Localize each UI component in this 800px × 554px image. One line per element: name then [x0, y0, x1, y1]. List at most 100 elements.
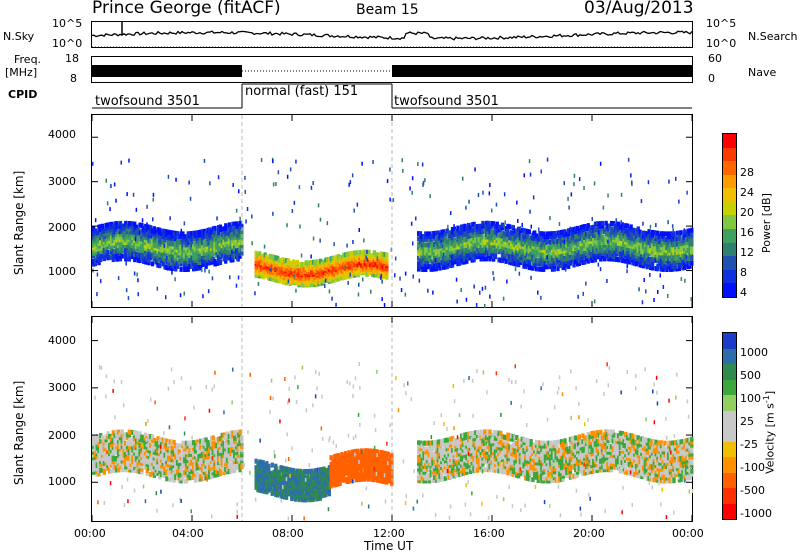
power-cell: [159, 255, 164, 261]
power-cell: [588, 228, 592, 234]
power-cell: [199, 248, 203, 254]
power-cell: [611, 242, 615, 248]
power-cell: [567, 263, 571, 269]
power-noise: [424, 178, 426, 183]
power-cell: [138, 236, 142, 242]
power-cell: [506, 223, 510, 229]
power-cell: [202, 239, 206, 245]
velocity-cell: [204, 475, 208, 481]
power-cell: [200, 259, 205, 265]
power-cell: [140, 228, 144, 234]
power-cell: [133, 249, 137, 254]
velocity-cell: [127, 429, 131, 435]
velocity-cell: [274, 485, 278, 491]
power-cell: [140, 255, 144, 261]
power-cell: [509, 230, 514, 236]
velocity-cell: [108, 457, 112, 462]
power-cell: [563, 262, 567, 267]
power-cell: [531, 232, 535, 238]
power-cell: [450, 262, 455, 268]
power-noise: [583, 186, 585, 190]
power-cell: [179, 266, 183, 272]
power-cell: [520, 246, 524, 252]
power-cell: [552, 231, 556, 236]
power-cell: [508, 224, 512, 230]
power-cell: [192, 263, 196, 269]
power-cell: [276, 255, 280, 261]
power-cell: [524, 239, 528, 245]
power-cell: [149, 238, 153, 244]
power-cell: [683, 262, 687, 268]
power-cell: [100, 229, 105, 235]
power-cell: [575, 225, 580, 231]
power-cell: [100, 240, 105, 246]
velocity-cell: [204, 460, 208, 466]
power-cell: [665, 258, 669, 264]
velocity-cell: [238, 461, 242, 467]
power-cell: [95, 249, 99, 255]
power-cell: [340, 268, 344, 274]
power-cell: [650, 229, 655, 235]
power-cell: [492, 237, 496, 243]
velocity-cell: [277, 473, 281, 479]
power-cell: [686, 264, 690, 270]
velocity-cell: [267, 487, 271, 493]
power-cell: [486, 237, 490, 243]
power-cell: [202, 253, 206, 259]
velocity-cell: [211, 449, 215, 455]
power-cell: [168, 241, 173, 247]
power-noise: [519, 226, 522, 231]
power-noise: [125, 288, 128, 293]
power-cell: [190, 244, 194, 250]
power-cell: [195, 257, 199, 263]
power-cell: [378, 271, 382, 277]
velocity-cell: [170, 445, 174, 451]
power-cell: [281, 257, 285, 263]
power-cell: [95, 255, 99, 261]
power-cell: [422, 253, 426, 259]
power-cell: [156, 227, 160, 233]
power-cell: [134, 238, 139, 244]
velocity-cell: [142, 435, 146, 440]
power-cell: [565, 237, 569, 242]
velocity-cell: [127, 461, 131, 467]
velocity-cell: [115, 429, 119, 435]
power-noise: [110, 255, 112, 260]
power-cell: [470, 241, 474, 247]
power-cell: [472, 235, 476, 241]
power-cell: [672, 242, 676, 248]
power-cell: [504, 248, 508, 253]
power-cell: [111, 224, 115, 230]
power-cell: [209, 248, 214, 254]
power-cell: [351, 250, 355, 256]
velocity-cell: [136, 460, 140, 465]
power-cell: [499, 238, 503, 244]
power-cell: [575, 258, 580, 264]
power-cell: [577, 239, 581, 245]
power-cell: [584, 234, 589, 240]
velocity-cell: [100, 467, 105, 473]
power-cell: [531, 238, 535, 244]
power-cell: [209, 240, 214, 246]
power-cell: [549, 239, 553, 245]
power-cell: [533, 252, 537, 258]
power-cell: [445, 264, 449, 270]
power-cell: [443, 248, 448, 254]
power-cell: [561, 248, 565, 254]
power-cell: [115, 245, 119, 251]
power-cell: [200, 234, 205, 240]
power-noise: [121, 254, 123, 258]
power-cell: [102, 256, 106, 262]
power-noise: [372, 160, 374, 164]
power-cell: [599, 223, 603, 229]
velocity-cell: [117, 435, 121, 441]
velocity-cell: [217, 468, 221, 474]
power-cell: [174, 233, 178, 239]
power-cell: [456, 258, 460, 264]
velocity-cell: [224, 458, 228, 464]
velocity-cell: [117, 444, 121, 450]
power-cell: [193, 266, 198, 272]
power-cell: [470, 227, 474, 233]
power-cell: [522, 241, 526, 247]
velocity-cell: [102, 455, 106, 461]
